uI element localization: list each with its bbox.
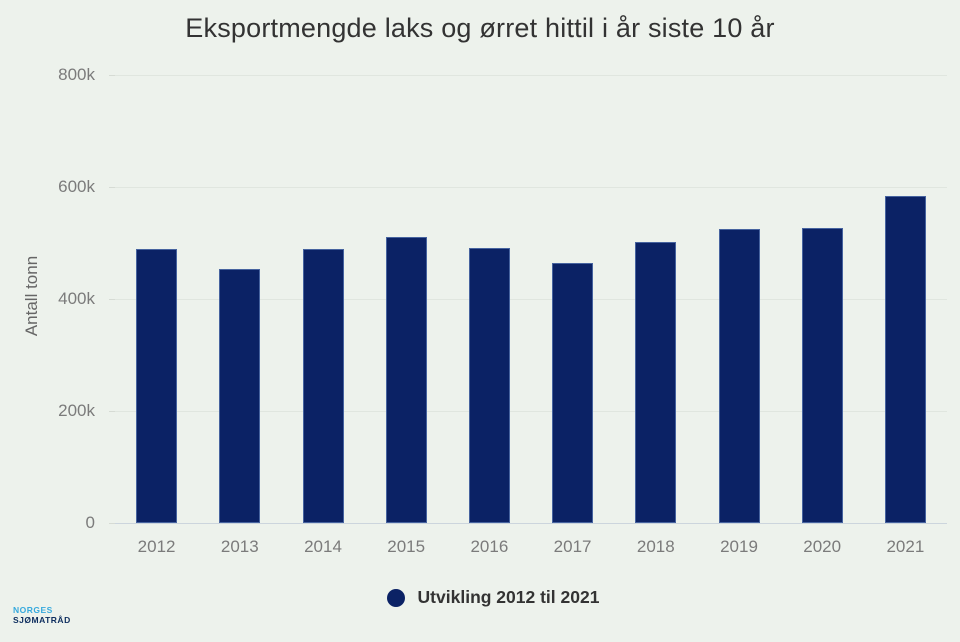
gridline-600k bbox=[115, 187, 947, 188]
gridline-800k bbox=[115, 75, 947, 76]
bar-2012[interactable] bbox=[136, 249, 178, 523]
y-tick-label: 600k bbox=[58, 177, 95, 196]
y-tick-label: 0 bbox=[85, 513, 95, 532]
x-tick-label-2014: 2014 bbox=[304, 537, 342, 556]
y-axis-tick bbox=[109, 75, 115, 76]
x-axis-line bbox=[115, 523, 947, 524]
logo-line-1: NORGES bbox=[13, 605, 53, 615]
bar-2016[interactable] bbox=[468, 248, 510, 523]
y-tick-label: 800k bbox=[58, 65, 95, 84]
norges-sjomatrad-logo: NORGES SJØMATRÅD bbox=[13, 605, 71, 625]
x-tick-label-2015: 2015 bbox=[387, 537, 426, 556]
gridline-400k bbox=[115, 299, 947, 300]
bar-2019[interactable] bbox=[718, 229, 760, 523]
y-tick-label: 200k bbox=[58, 401, 95, 420]
bar-2015[interactable] bbox=[385, 237, 427, 523]
bar-2021[interactable] bbox=[884, 195, 926, 523]
y-axis-tick bbox=[109, 523, 115, 524]
x-tick-label-2018: 2018 bbox=[636, 537, 675, 556]
gridline-200k bbox=[115, 411, 947, 412]
x-tick-label-2021: 2021 bbox=[886, 537, 925, 556]
bar-2017[interactable] bbox=[552, 263, 594, 523]
x-tick-label-2013: 2013 bbox=[220, 537, 259, 556]
chart-title: Eksportmengde laks og ørret hittil i år … bbox=[185, 13, 775, 43]
bar-2014[interactable] bbox=[302, 249, 344, 523]
logo-line-2: SJØMATRÅD bbox=[13, 614, 71, 625]
x-tick-label-2012: 2012 bbox=[137, 537, 176, 556]
bar-2013[interactable] bbox=[219, 268, 261, 523]
bar-2018[interactable] bbox=[635, 241, 677, 523]
y-axis-tick bbox=[109, 299, 115, 300]
x-tick-label-2017: 2017 bbox=[553, 537, 592, 556]
legend-item[interactable]: Utvikling 2012 til 2021 bbox=[0, 587, 960, 608]
y-axis-tick bbox=[109, 411, 115, 412]
x-tick-label-2016: 2016 bbox=[470, 537, 509, 556]
bar-2020[interactable] bbox=[801, 227, 843, 523]
x-tick-label-2020: 2020 bbox=[803, 537, 842, 556]
x-tick-label-2019: 2019 bbox=[720, 537, 758, 556]
legend-marker-icon bbox=[386, 588, 405, 607]
y-tick-label: 400k bbox=[58, 289, 95, 308]
y-axis-tick bbox=[109, 187, 115, 188]
legend-label: Utvikling 2012 til 2021 bbox=[417, 587, 600, 607]
